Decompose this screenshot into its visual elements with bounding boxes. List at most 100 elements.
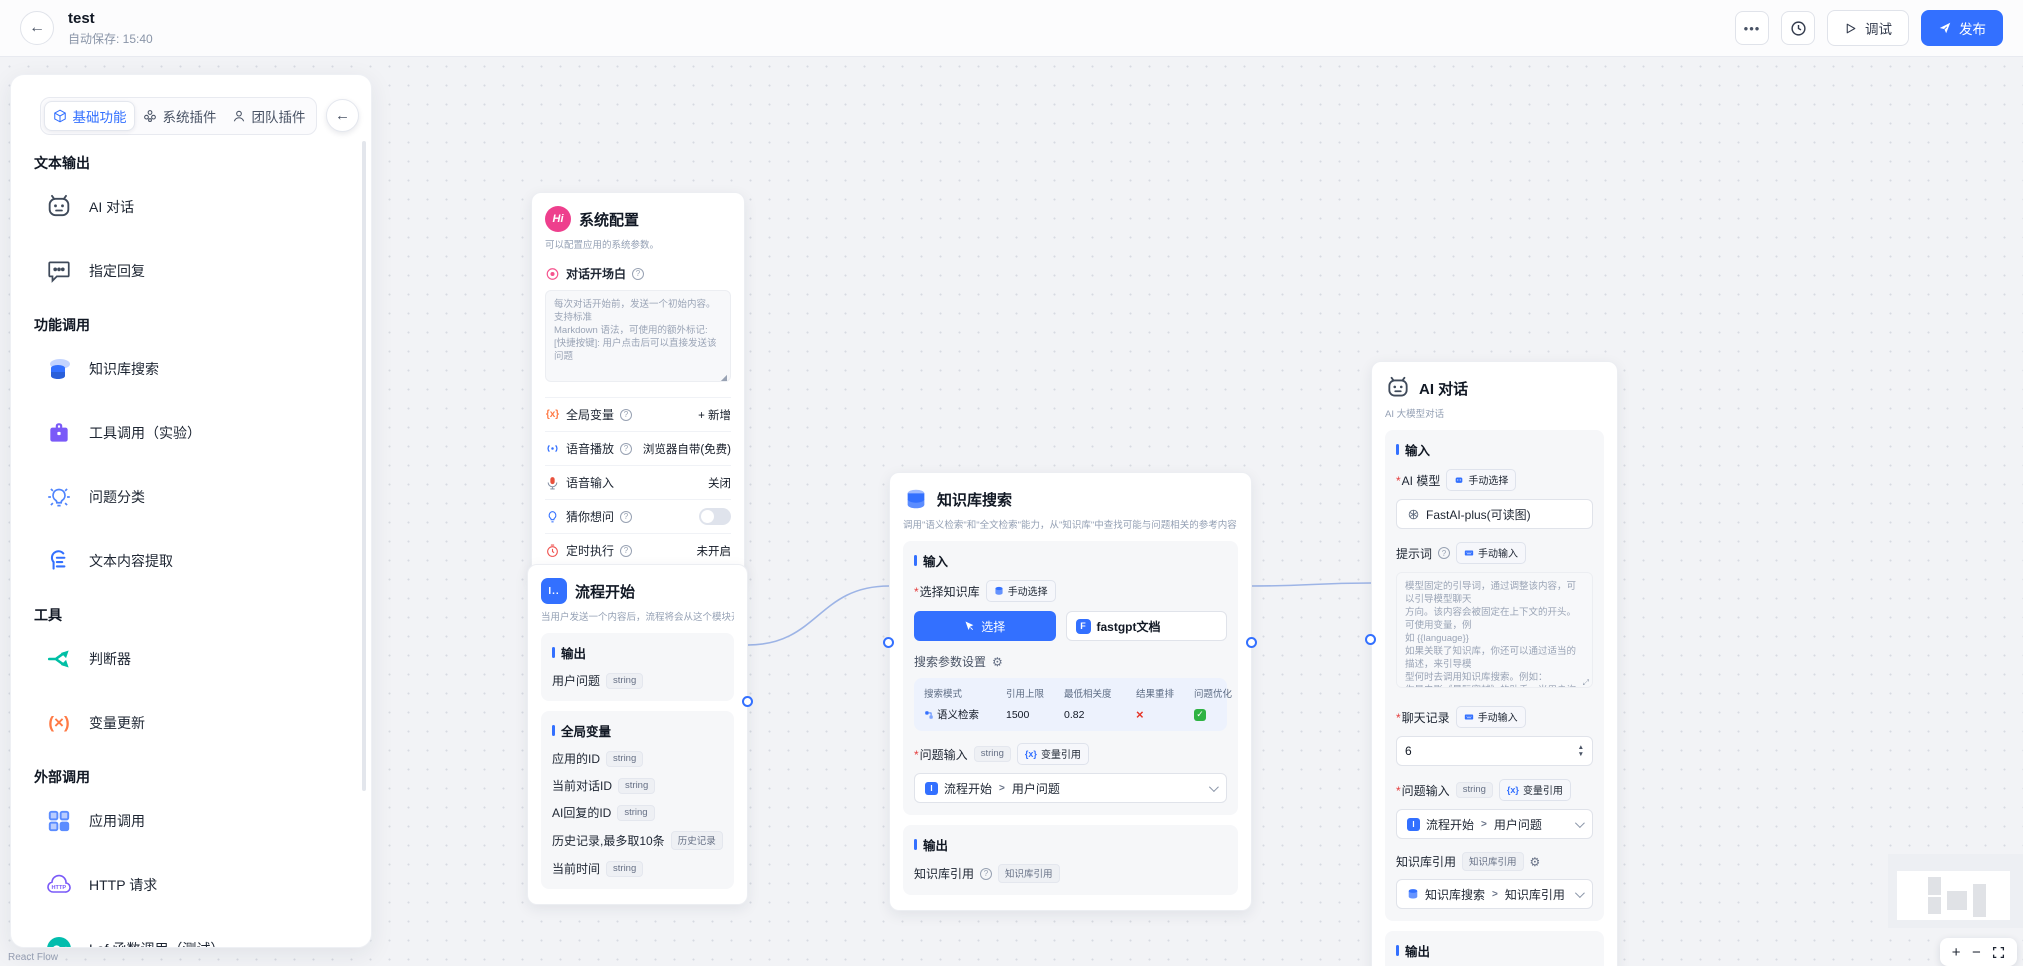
prompt-textarea[interactable] [1396,572,1593,688]
output-section: 输出 用户问题 string [541,633,734,701]
module-item-http-request[interactable]: HTTP HTTP 请求 [33,853,349,917]
add-variable-button[interactable]: + 新增 [698,409,731,422]
type-badge: string [606,860,644,877]
global-var-label: 当前对话ID [552,779,613,793]
node-system-config[interactable]: Hi 系统配置 可以配置应用的系统参数。 对话开场白 ? ◢ {x} 全局变量 … [531,192,745,583]
zoom-in-button[interactable]: + [1951,943,1961,961]
arrow-left-icon: ← [335,107,350,124]
manual-input-badge[interactable]: 手动输入 [1456,542,1527,564]
module-item-variable-update[interactable]: (×) 变量更新 [33,691,349,755]
module-label: 文本内容提取 [89,553,173,569]
help-icon[interactable]: ? [1438,547,1451,559]
tab-basic-modules[interactable]: 基础功能 [44,101,135,131]
collapse-sidebar-button[interactable]: ← [326,99,359,132]
welcome-textarea[interactable] [545,290,731,382]
manual-input-badge[interactable]: 手动输入 [1455,706,1526,728]
module-item-kb-search[interactable]: 知识库搜索 [33,337,349,401]
publish-button[interactable]: 发布 [1921,10,2003,46]
source-field: 用户问题 [1011,781,1060,796]
question-source-select[interactable]: I 流程开始 > 用户问题 [1396,809,1593,839]
module-item-content-extract[interactable]: 文本内容提取 [33,529,349,593]
tab-label: 基础功能 [72,110,127,125]
welcome-label: 对话开场白 [566,267,627,281]
chevron-down-icon [1208,781,1219,792]
fit-view-button[interactable] [1992,946,2005,959]
node-ai-chat[interactable]: AI 对话 AI 大模型对话 输入 AI 模型 手动选择 FastAI-plus… [1371,361,1618,966]
topbar: ← test 自动保存: 15:40 ••• 调试 发布 [0,0,2023,57]
section-marker [552,647,555,658]
global-var-label: AI回复的ID [552,806,612,820]
stt-row: 语音输入 关闭 [545,465,731,499]
history-button[interactable] [1781,11,1815,45]
manual-select-badge[interactable]: 手动选择 [1446,469,1517,491]
section-marker [914,839,917,850]
topbar-actions: ••• 调试 发布 [1735,10,2003,46]
node-title: 知识库搜索 [937,491,1013,509]
node-flow-start[interactable]: I.. 流程开始 当用户发送一个内容后，流程将会从这个模块开始执行。 输出 用户… [527,564,748,905]
help-icon[interactable]: ? [980,867,993,880]
module-item-ai-chat[interactable]: AI 对话 [33,175,349,239]
minimap[interactable] [1888,854,2023,928]
type-badge: string [617,804,655,821]
number-stepper[interactable]: ▲ ▼ [1578,744,1584,758]
edge-kb-to-ai [1251,582,1372,587]
node-desc: 调用"语义检索"和"全文检索"能力，从"知识库"中查找可能与问题相关的参考内容 [903,520,1237,531]
source-handle-flow-start[interactable] [742,696,753,707]
target-handle-kb-search[interactable] [883,637,894,648]
question-source-select[interactable]: I 流程开始 > 用户问题 [914,773,1227,803]
node-title: 系统配置 [579,211,640,229]
publish-label: 发布 [1959,22,1986,37]
help-icon[interactable]: ? [620,544,633,557]
variable-x-icon: (×) [48,713,70,732]
http-cloud-icon: HTTP [47,874,71,893]
help-icon[interactable]: ? [620,442,633,455]
debug-button[interactable]: 调试 [1827,10,1909,46]
node-kb-search[interactable]: 知识库搜索 调用"语义检索"和"全文检索"能力，从"知识库"中查找可能与问题相关… [889,472,1252,911]
model-value: FastAI-plus(可读图) [1426,507,1531,522]
var-ref-badge[interactable]: {x} 变量引用 [1498,779,1571,801]
guess-toggle[interactable] [699,508,731,525]
module-item-question-classify[interactable]: 问题分类 [33,465,349,529]
help-icon[interactable]: ? [620,510,633,523]
global-var-label: 历史记录,最多取10条 [552,834,665,848]
schedule-value[interactable]: 未开启 [696,545,732,558]
help-icon[interactable]: ? [632,267,645,280]
tts-value[interactable]: 浏览器自带(免费) [642,443,731,456]
back-button[interactable]: ← [20,11,54,45]
help-icon[interactable]: ? [620,408,633,421]
module-item-classifier[interactable]: 判断器 [33,627,349,691]
search-params-table[interactable]: 搜索模式 引用上限 最低相关度 结果重排 问题优化 语义检索 1500 0.82… [914,678,1232,731]
chat-history-value[interactable] [1405,744,1578,758]
module-item-laf-function[interactable]: Laf 函数调用（测试） [33,917,349,947]
node-desc: AI 大模型对话 [1385,409,1445,420]
question-input-label: 问题输入 [914,746,968,763]
module-label: 应用调用 [89,813,145,829]
more-button[interactable]: ••• [1735,11,1769,45]
gear-icon[interactable]: ⚙ [1529,854,1541,869]
section-marker [1396,945,1399,956]
select-kb-button[interactable]: 选择 [914,611,1056,641]
module-item-fixed-reply[interactable]: 指定回复 [33,239,349,303]
plugin-icon [143,110,156,123]
type-badge: string [973,746,1011,762]
gear-icon[interactable]: ⚙ [992,654,1003,669]
kb-dataset-card[interactable]: F fastgpt文档 [1065,611,1227,641]
chat-history-label: 聊天记录 [1396,709,1450,726]
tab-team-plugins[interactable]: 团队插件 [224,101,313,131]
module-list[interactable]: 文本输出 AI 对话 指定回复 功能调用 知识库搜索 工具调用（实验） 问题分类… [11,141,371,947]
target-handle-ai-chat[interactable] [1365,634,1376,645]
kb-ref-source-select[interactable]: 知识库搜索 > 知识库引用 [1396,879,1593,909]
sidebar-scrollbar[interactable] [362,141,366,791]
section-label: 输出 [561,647,587,661]
tab-system-plugins[interactable]: 系统插件 [135,101,224,131]
module-item-app-call[interactable]: 应用调用 [33,789,349,853]
manual-select-badge[interactable]: 手动选择 [985,580,1056,602]
module-item-tool-call[interactable]: 工具调用（实验） [33,401,349,465]
var-ref-badge[interactable]: {x} 变量引用 [1016,743,1089,765]
source-handle-kb-search[interactable] [1246,637,1257,648]
stt-value[interactable]: 关闭 [708,477,731,490]
zoom-out-button[interactable]: − [1971,943,1981,961]
chat-history-input[interactable]: ▲▼ [1396,736,1593,766]
section-label: 输出 [923,839,949,853]
model-select[interactable]: FastAI-plus(可读图) [1396,499,1593,529]
